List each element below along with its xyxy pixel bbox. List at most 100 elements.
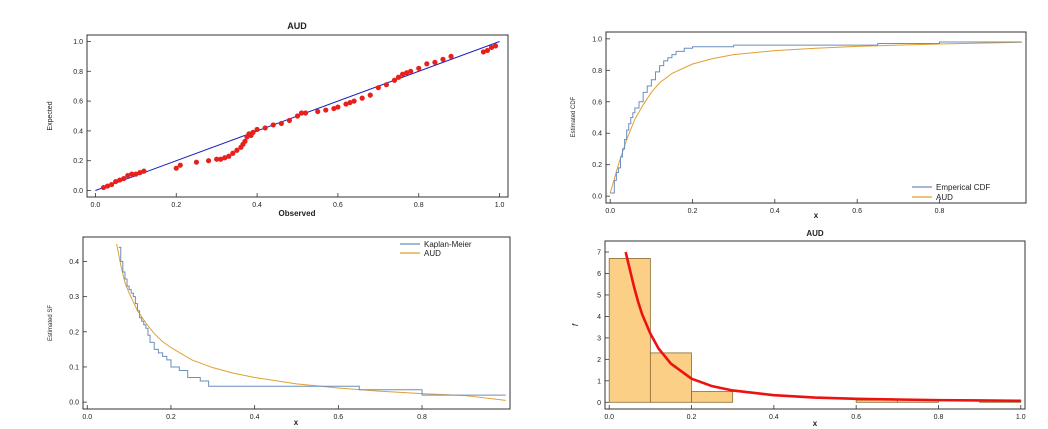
pp-point <box>133 171 139 177</box>
pp-point <box>214 156 220 162</box>
sf-xlabel: x <box>294 418 299 427</box>
pp-plot-panel: AUD Observed Expected 0.0 0.2 0.4 0.6 0.8 1.0… <box>47 21 509 218</box>
pp-point <box>250 129 256 135</box>
pp-point <box>395 74 402 80</box>
pp-ytick-label: 0.6 <box>73 99 83 106</box>
hist-xlabel: x <box>813 419 818 428</box>
hist-xtick-label: 0.4 <box>769 414 779 421</box>
pp-xtick-label: 1.0 <box>495 202 505 209</box>
hist-bar <box>691 391 734 403</box>
cdf-panel: x Estimated CDF 0.0 0.2 0.4 0.6 0.8 0.0 0.2 0.4… <box>571 31 1027 220</box>
hist-ytick-label: 2 <box>597 357 601 364</box>
hist-panel: AUD x f 0.0 0.2 0.4 0.6 0.8 1.0 0 1 2 3 4 5 6 7 <box>571 229 1026 428</box>
cdf-xtick-label: 0.4 <box>770 208 780 215</box>
pp-point <box>367 92 373 98</box>
hist-ytick-label: 6 <box>597 271 601 278</box>
sf-ylabel: Estimated SF <box>48 305 54 341</box>
pp-point <box>416 65 422 71</box>
pp-title: AUD <box>287 21 307 31</box>
pp-point <box>343 101 349 107</box>
cdf-ytick-label: 0.6 <box>592 99 602 106</box>
pp-point <box>222 155 228 161</box>
pp-point <box>408 68 414 74</box>
cdf-legend: Emperical CDF AUD <box>912 183 990 202</box>
hist-bar <box>649 352 692 403</box>
sf-ytick-label: 0.2 <box>69 329 79 336</box>
pp-point <box>302 110 309 116</box>
sf-ytick-label: 0.1 <box>69 364 79 371</box>
cdf-xtick-label: 0.6 <box>852 208 862 215</box>
pp-point <box>205 158 212 164</box>
pp-point <box>335 104 341 110</box>
pp-point <box>399 71 406 77</box>
hist-title: AUD <box>806 229 824 238</box>
pp-point <box>432 59 438 65</box>
cdf-xlabel: x <box>814 211 819 220</box>
hist-ytick-label: 1 <box>597 378 601 385</box>
pp-point <box>234 147 240 153</box>
pp-point <box>323 107 329 113</box>
pp-point <box>359 95 365 101</box>
pp-point <box>480 49 487 55</box>
pp-plot-frame <box>86 34 509 198</box>
sf-panel: x Estimated SF 0.0 0.2 0.4 0.6 0.80.00.10.20… <box>48 236 511 427</box>
hist-ylabel: f <box>571 323 580 326</box>
pp-point <box>448 53 454 59</box>
cdf-marks <box>609 41 1022 194</box>
hist-ytick-label: 5 <box>597 292 601 299</box>
pp-point <box>331 105 337 112</box>
pp-point <box>121 175 127 182</box>
cdf-ytick-label: 1.0 <box>592 36 602 43</box>
hist-marks <box>624 251 1021 403</box>
cdf-ytick-label: 0.4 <box>592 131 602 138</box>
pp-point <box>286 117 293 124</box>
pp-xtick-label: 0.8 <box>414 202 424 209</box>
cdf-ylabel: Estimated CDF <box>571 96 577 137</box>
hist-xtick-label: 0.8 <box>934 414 944 421</box>
pp-point <box>125 173 131 179</box>
pp-point <box>484 47 491 54</box>
cdf-xtick-label: 0.0 <box>605 208 615 215</box>
pp-point <box>137 170 143 176</box>
pp-point <box>391 77 398 83</box>
pp-point <box>315 108 321 115</box>
pp-point <box>270 122 276 128</box>
pp-point <box>242 138 248 144</box>
hist-xtick-label: 0.0 <box>604 414 614 421</box>
pp-ytick-label: 0.8 <box>73 69 83 76</box>
pp-marks <box>95 41 500 191</box>
pp-point <box>492 43 499 49</box>
hist-density-curve <box>624 251 1021 403</box>
hist-xtick-label: 0.6 <box>851 414 861 421</box>
hist-ytick-label: 7 <box>597 250 601 257</box>
sf-xtick-label: 0.6 <box>333 414 343 421</box>
pp-xtick-label: 0.2 <box>171 202 181 209</box>
cdf-ytick-label: 0.0 <box>592 194 602 201</box>
cdf-ytick-label: 0.8 <box>592 68 602 75</box>
hist-bar <box>608 258 651 403</box>
cdf-xtick-label: 0.8 <box>935 208 945 215</box>
pp-point <box>117 177 123 183</box>
hist-ytick-label: 3 <box>597 335 601 342</box>
hist-ytick-label: 0 <box>597 400 601 407</box>
sf-ytick-label: 0.0 <box>69 400 79 407</box>
pp-point <box>298 110 305 116</box>
hist-xtick-label: 0.2 <box>687 414 697 421</box>
pp-point <box>488 44 495 51</box>
pp-point <box>113 178 119 185</box>
pp-ytick-label: 1.0 <box>73 39 83 46</box>
sf-xtick-label: 0.0 <box>82 414 92 421</box>
pp-point <box>254 126 260 133</box>
sf-marks <box>116 243 506 401</box>
sf-frame <box>82 236 511 410</box>
sf-xtick-label: 0.4 <box>250 414 260 421</box>
sf-xtick-label: 0.2 <box>166 414 176 421</box>
pp-xlabel: Observed <box>279 209 316 218</box>
cdf-legend-empirical: Emperical CDF <box>936 183 990 192</box>
pp-ytick-label: 0.4 <box>73 128 83 135</box>
pp-point <box>193 159 200 165</box>
pp-point <box>108 181 115 188</box>
sf-km-step <box>118 246 506 396</box>
cdf-ticks: 0.0 0.2 0.4 0.6 0.8 0.0 0.2 0.4 0.6 0.8 1.0 <box>592 36 944 215</box>
